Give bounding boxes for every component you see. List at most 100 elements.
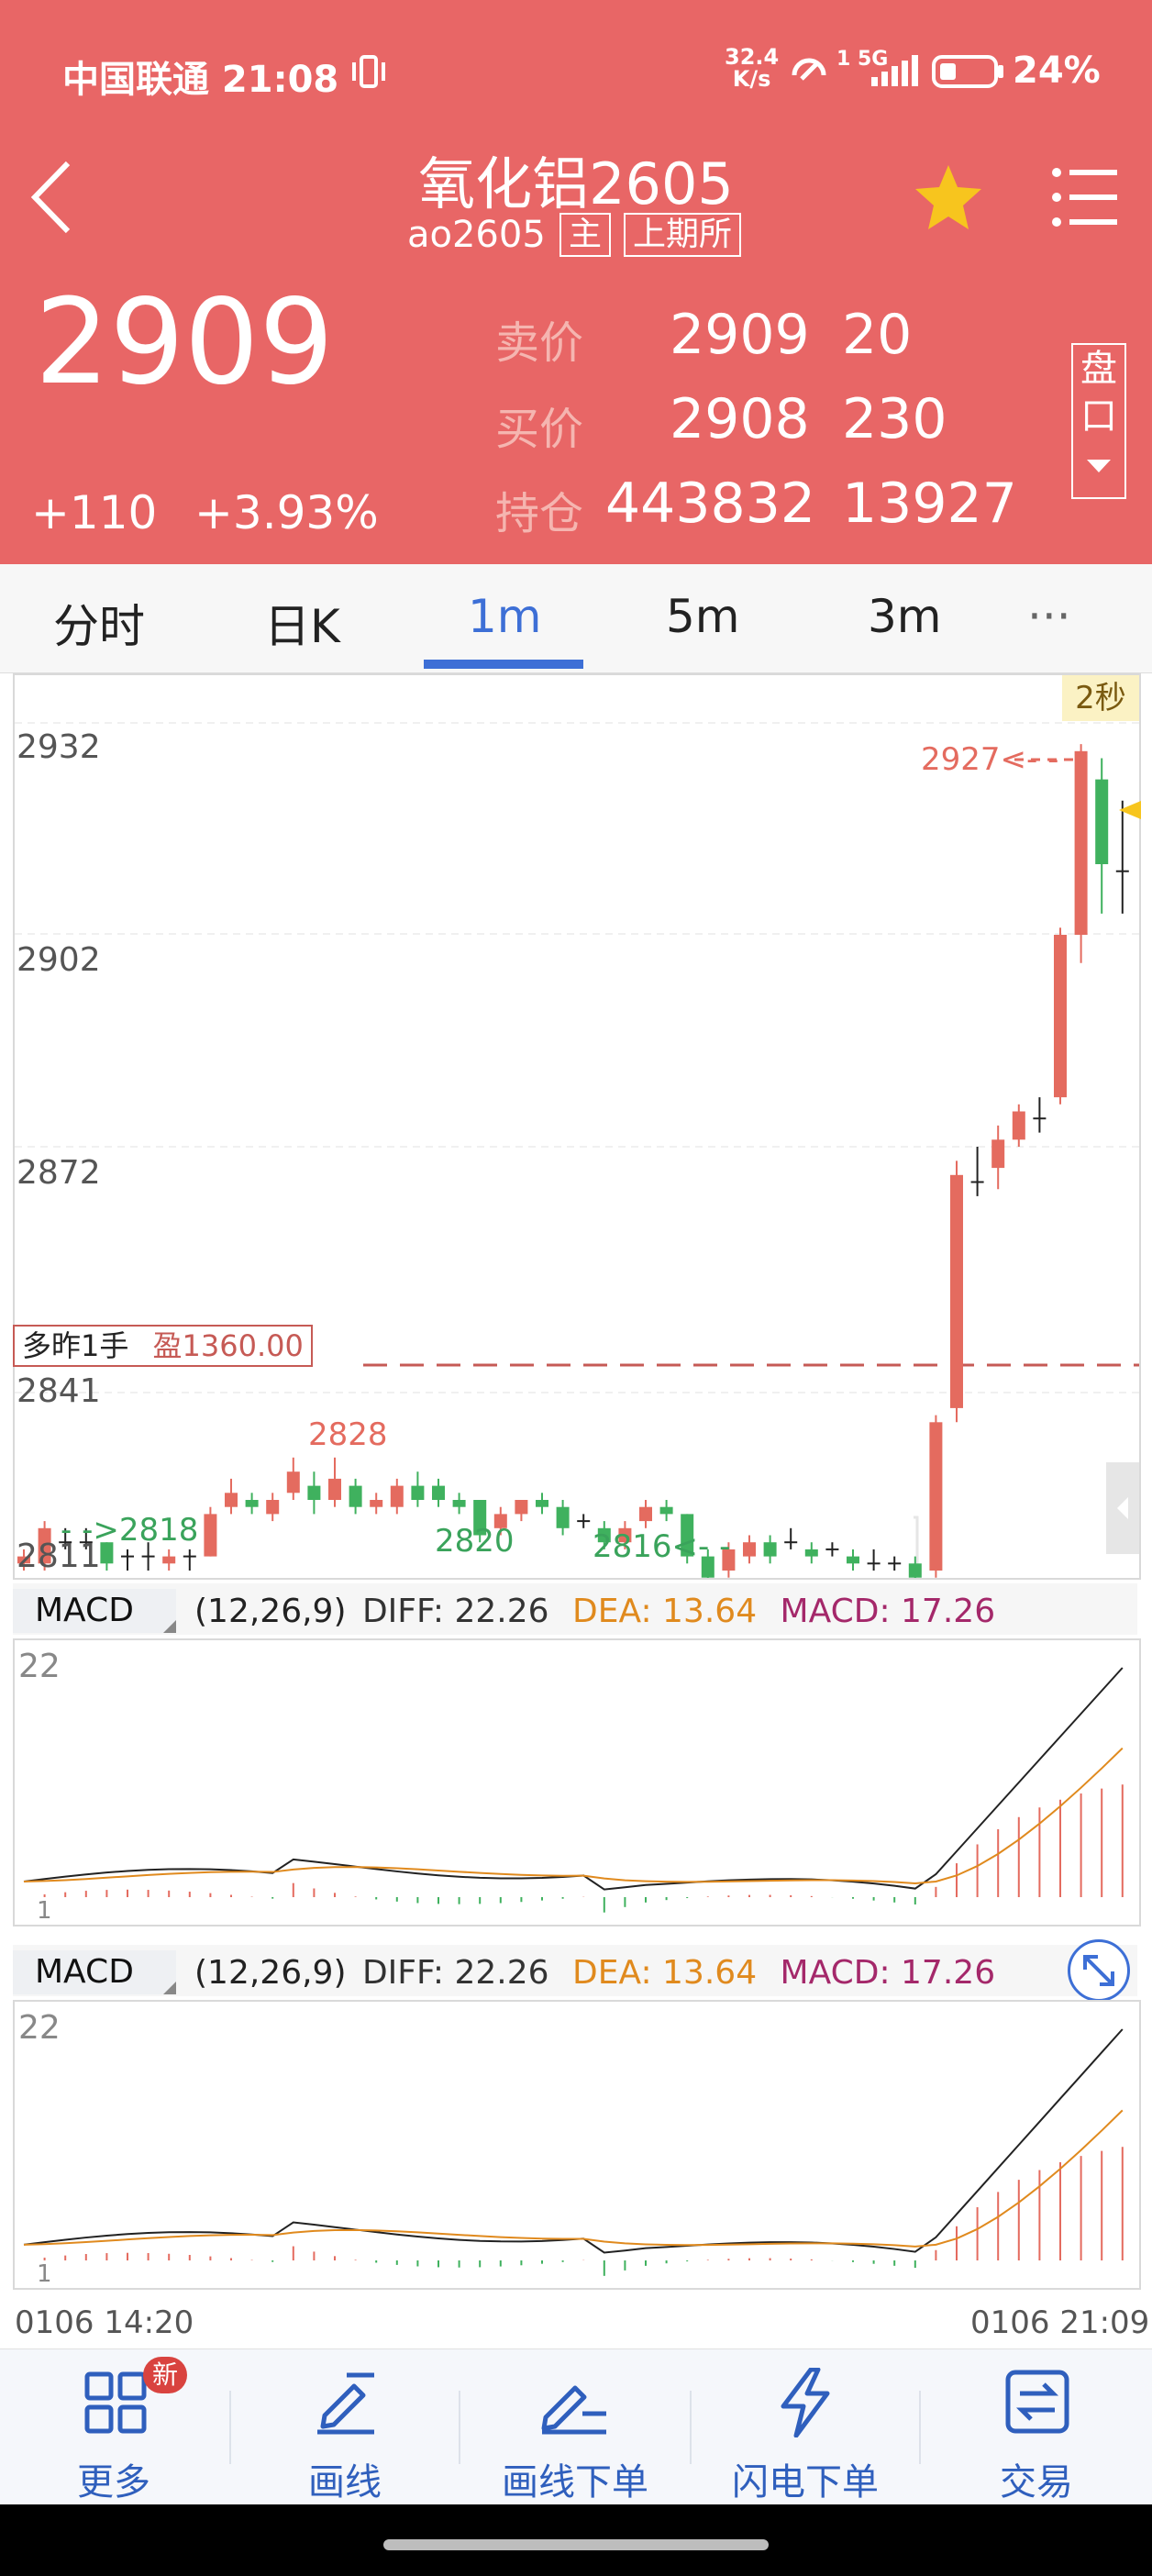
lightning-icon	[781, 2368, 830, 2437]
macd-panel-2[interactable]: 22 1	[13, 2000, 1141, 2290]
macd-indicator-tag-1[interactable]: MACD	[13, 1589, 176, 1633]
new-badge: 新	[143, 2357, 187, 2393]
candle-body	[328, 1478, 341, 1500]
macd-header-2[interactable]: MACD (12,26,9) DIFF: 22.26 DEA: 13.64 MA…	[13, 1939, 1137, 2002]
candle-body	[493, 1514, 507, 1528]
candle-body	[162, 1556, 176, 1564]
y-label-2841: 2841	[17, 1372, 101, 1410]
menu-icon[interactable]	[1051, 165, 1119, 233]
refresh-interval-badge[interactable]: 2秒	[1062, 675, 1139, 721]
vibrate-icon	[349, 53, 391, 94]
draw-line-order-label: 画线下单	[502, 2461, 648, 2504]
more-tabs-button[interactable]: ···	[1027, 590, 1071, 643]
candle-body	[100, 1542, 114, 1564]
position-badge[interactable]: 多昨1手 盈1360.00	[13, 1325, 313, 1367]
candle-body	[286, 1471, 300, 1493]
candle-body	[411, 1485, 425, 1500]
flash-order-button[interactable]: 闪电下单	[714, 2349, 897, 2505]
draw-line-label: 画线	[308, 2461, 382, 2504]
macd2-top-label: 22	[18, 2009, 61, 2047]
battery-percent: 24%	[1013, 50, 1101, 92]
divider	[690, 2391, 692, 2464]
macd-values-2: (12,26,9) DIFF: 22.26 DEA: 13.64 MACD: 1…	[194, 1954, 996, 1992]
macd1-zero-label: 1	[37, 1897, 52, 1925]
local-high-marker: 2828	[308, 1416, 388, 1453]
low-marker-3: 2816<- -	[593, 1528, 731, 1565]
candle-body	[639, 1506, 652, 1522]
favorite-star-icon[interactable]	[914, 163, 983, 235]
time-axis-end: 0106 21:09	[970, 2304, 1150, 2341]
high-marker: 2927<- -	[921, 741, 1059, 778]
y-label-2902: 2902	[17, 941, 101, 979]
bid-volume: 230	[842, 387, 947, 451]
y-label-2872: 2872	[17, 1154, 101, 1192]
pankou-button[interactable]: 盘 口	[1071, 343, 1126, 499]
candle-body	[1012, 1111, 1025, 1140]
tab-timeshare[interactable]: 分时	[53, 600, 145, 653]
macd-indicator-tag-2[interactable]: MACD	[13, 1950, 176, 1994]
candle-body	[245, 1500, 259, 1507]
candle-body	[597, 1527, 611, 1543]
fullscreen-expand-icon[interactable]	[1068, 1939, 1130, 2002]
candle-body	[804, 1549, 818, 1557]
flash-order-label: 闪电下单	[732, 2461, 879, 2504]
candle-body	[908, 1563, 922, 1578]
trade-label: 交易	[1000, 2461, 1073, 2504]
more-button[interactable]: 新 更多	[22, 2349, 205, 2505]
divider	[919, 2391, 921, 2464]
contract-title: 氧化铝2605	[418, 150, 734, 217]
candle-body	[204, 1514, 217, 1557]
draw-line-order-button[interactable]: 画线下单	[483, 2349, 667, 2505]
dea-line	[23, 1747, 1124, 1884]
macd-values-1: (12,26,9) DIFF: 22.26 DEA: 13.64 MACD: 1…	[194, 1593, 996, 1630]
period-tabs: 分时 日K 1m 5m 3m ···	[0, 564, 1152, 673]
low-marker-2: 2820	[435, 1523, 515, 1560]
candle-body	[929, 1422, 943, 1571]
candle-body	[1095, 779, 1109, 864]
macd-header-1[interactable]: MACD (12,26,9) DIFF: 22.26 DEA: 13.64 MA…	[13, 1583, 1137, 1635]
pen-icon	[317, 2372, 374, 2435]
price-change-pct: +3.93%	[194, 486, 379, 539]
macd-chart-2	[23, 2028, 1124, 2276]
profit-label: 盈1360.00	[152, 1328, 304, 1363]
candle-body	[370, 1500, 383, 1507]
tab-daily-k[interactable]: 日K	[264, 600, 340, 653]
net-speed: 32.4 K/s	[725, 44, 780, 92]
candlestick-panel[interactable]: 2932 2902 2872 2841 2811 多昨1手 盈1360.00 2…	[13, 673, 1141, 1580]
open-interest-change: 13927	[842, 472, 1017, 536]
divider	[459, 2391, 460, 2464]
position-label: 多昨1手	[22, 1328, 129, 1363]
back-button[interactable]	[26, 156, 77, 242]
more-label: 更多	[77, 2461, 150, 2504]
candle-body	[743, 1542, 756, 1557]
tab-5m[interactable]: 5m	[666, 590, 740, 643]
draw-line-button[interactable]: 画线	[253, 2349, 437, 2505]
pen-lines-icon	[541, 2385, 606, 2435]
diff-line	[23, 2028, 1124, 2254]
ask-label: 卖价	[495, 317, 584, 369]
candlestick-chart	[15, 722, 1139, 1578]
candle-body	[659, 1506, 673, 1515]
home-indicator[interactable]	[383, 2539, 769, 2550]
candle-body	[991, 1139, 1005, 1169]
macd-chart-1	[23, 1667, 1124, 1913]
trade-button[interactable]: 交易	[945, 2349, 1128, 2505]
corner-triangle-icon	[163, 1982, 176, 1994]
contract-code: ao2605	[407, 214, 546, 256]
tab-3m[interactable]: 3m	[868, 590, 942, 643]
macd-panel-1[interactable]: 22 1	[13, 1638, 1141, 1926]
low-marker-1: - ->2818	[61, 1512, 199, 1549]
candle-body	[763, 1542, 777, 1557]
battery-icon	[932, 53, 1005, 94]
candle-body	[307, 1485, 321, 1500]
y-label-2932: 2932	[17, 728, 101, 766]
status-carrier-time: 中国联通 21:08	[62, 59, 339, 101]
hotspot-icon	[787, 51, 831, 92]
open-interest-label: 持仓	[495, 488, 584, 539]
candle-body	[452, 1500, 466, 1507]
expand-side-handle[interactable]	[1106, 1462, 1139, 1554]
quote-header: 中国联通 21:08 32.4 K/s 1 5G 24% 氧化铝2605 ao2…	[0, 0, 1152, 564]
candle-body	[17, 1556, 30, 1564]
candle-body	[847, 1556, 859, 1564]
tab-1m[interactable]: 1m	[468, 590, 542, 643]
